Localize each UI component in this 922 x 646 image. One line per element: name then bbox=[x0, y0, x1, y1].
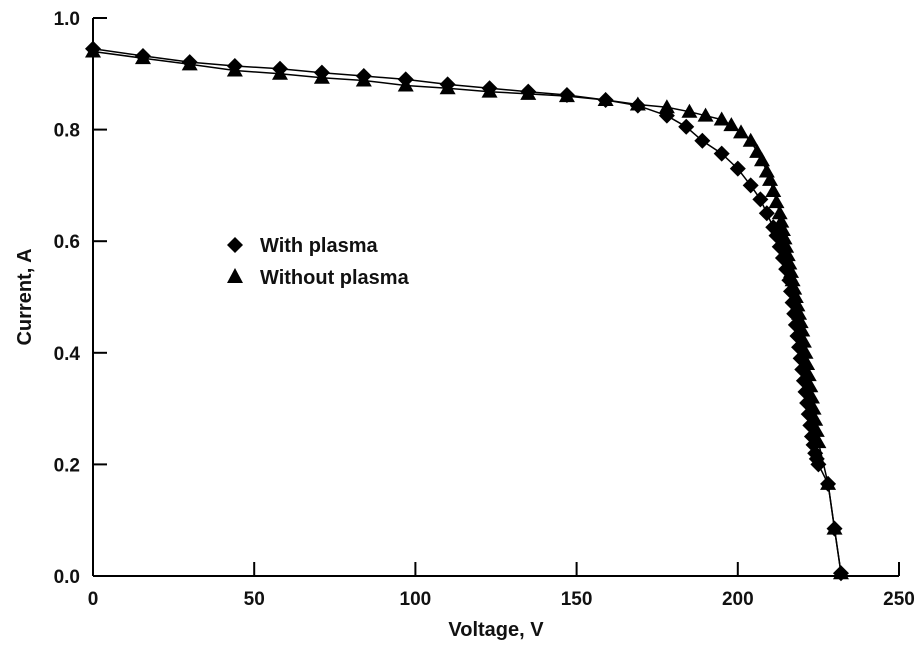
data-point-with-plasma bbox=[729, 160, 746, 177]
data-point-without-plasma bbox=[792, 314, 809, 329]
data-point-without-plasma bbox=[481, 83, 498, 98]
x-tick-label: 0 bbox=[88, 589, 99, 610]
data-point-without-plasma bbox=[778, 238, 795, 253]
legend-triangle-marker bbox=[227, 268, 243, 283]
data-point-without-plasma bbox=[558, 88, 575, 103]
x-tick-label: 200 bbox=[722, 589, 754, 610]
data-point-without-plasma bbox=[781, 255, 798, 270]
y-tick-label: 0.0 bbox=[54, 567, 80, 588]
data-point-without-plasma bbox=[768, 194, 785, 209]
data-point-without-plasma bbox=[805, 400, 822, 415]
plot-frame bbox=[92, 18, 899, 577]
data-point-without-plasma bbox=[799, 355, 816, 370]
data-point-without-plasma bbox=[439, 80, 456, 95]
x-tick-label: 50 bbox=[244, 589, 265, 610]
data-point-without-plasma bbox=[800, 367, 817, 382]
y-tick-label: 0.4 bbox=[54, 344, 81, 365]
data-point-without-plasma bbox=[697, 107, 714, 122]
data-point-with-plasma bbox=[758, 205, 775, 222]
data-point-without-plasma bbox=[629, 96, 646, 111]
data-point-without-plasma bbox=[820, 475, 837, 490]
data-point-without-plasma bbox=[681, 103, 698, 118]
data-point-without-plasma bbox=[271, 65, 288, 80]
legend-diamond-marker bbox=[227, 237, 243, 253]
data-point-without-plasma bbox=[794, 322, 811, 337]
data-point-without-plasma bbox=[765, 182, 782, 197]
y-tick-label: 1.0 bbox=[54, 9, 80, 30]
data-point-without-plasma bbox=[723, 117, 740, 132]
y-axis-title: Current, A bbox=[14, 248, 36, 345]
data-point-without-plasma bbox=[85, 43, 101, 58]
series-layer bbox=[85, 40, 849, 582]
data-point-without-plasma bbox=[753, 152, 770, 167]
legend-label-without-plasma: Without plasma bbox=[260, 267, 410, 289]
data-point-without-plasma bbox=[782, 263, 799, 278]
legend-label-with-plasma: With plasma bbox=[260, 235, 378, 257]
data-point-without-plasma bbox=[787, 289, 804, 303]
x-tick-label: 250 bbox=[883, 589, 915, 610]
data-point-without-plasma bbox=[520, 85, 537, 100]
data-point-without-plasma bbox=[832, 565, 849, 580]
data-point-without-plasma bbox=[355, 72, 372, 87]
data-point-without-plasma bbox=[597, 92, 614, 107]
data-point-without-plasma bbox=[779, 247, 796, 262]
data-point-without-plasma bbox=[733, 124, 750, 139]
data-point-with-plasma bbox=[752, 191, 769, 208]
y-tick-label: 0.8 bbox=[54, 121, 80, 142]
y-ticks: 0.0 0.2 0.4 0.6 0.8 1.0 bbox=[54, 9, 107, 588]
y-tick-label: 0.6 bbox=[54, 232, 80, 253]
data-point-without-plasma bbox=[313, 69, 330, 84]
data-point-without-plasma bbox=[791, 305, 808, 320]
data-point-without-plasma bbox=[226, 62, 243, 77]
y-tick-label: 0.2 bbox=[54, 455, 80, 476]
x-ticks: 0 50 100 150 200 250 bbox=[88, 562, 915, 610]
data-point-without-plasma bbox=[786, 280, 803, 295]
data-point-without-plasma bbox=[803, 389, 820, 404]
data-point-without-plasma bbox=[826, 520, 843, 535]
data-point-without-plasma bbox=[784, 272, 801, 287]
data-point-without-plasma bbox=[797, 344, 814, 359]
data-point-with-plasma bbox=[742, 177, 759, 194]
data-point-without-plasma bbox=[802, 378, 819, 393]
data-point-without-plasma bbox=[181, 56, 198, 71]
data-point-without-plasma bbox=[774, 222, 791, 237]
data-point-without-plasma bbox=[762, 171, 779, 186]
data-point-without-plasma bbox=[810, 434, 827, 449]
x-axis-title: Voltage, V bbox=[448, 619, 544, 641]
data-point-without-plasma bbox=[713, 111, 730, 126]
data-point-without-plasma bbox=[773, 213, 790, 228]
data-point-without-plasma bbox=[795, 333, 812, 348]
data-point-without-plasma bbox=[658, 99, 675, 114]
data-point-without-plasma bbox=[134, 50, 151, 65]
data-point-with-plasma bbox=[694, 132, 711, 149]
legend: With plasma Without plasma bbox=[227, 235, 410, 289]
data-point-with-plasma bbox=[678, 118, 695, 135]
x-tick-label: 150 bbox=[561, 589, 593, 610]
data-point-without-plasma bbox=[808, 422, 825, 437]
data-point-without-plasma bbox=[742, 132, 759, 147]
data-point-with-plasma bbox=[713, 145, 730, 162]
data-point-without-plasma bbox=[771, 205, 788, 220]
data-point-without-plasma bbox=[776, 230, 793, 245]
x-tick-label: 100 bbox=[400, 589, 432, 610]
data-point-without-plasma bbox=[789, 297, 806, 312]
data-point-without-plasma bbox=[397, 77, 414, 92]
data-point-without-plasma bbox=[807, 411, 824, 426]
